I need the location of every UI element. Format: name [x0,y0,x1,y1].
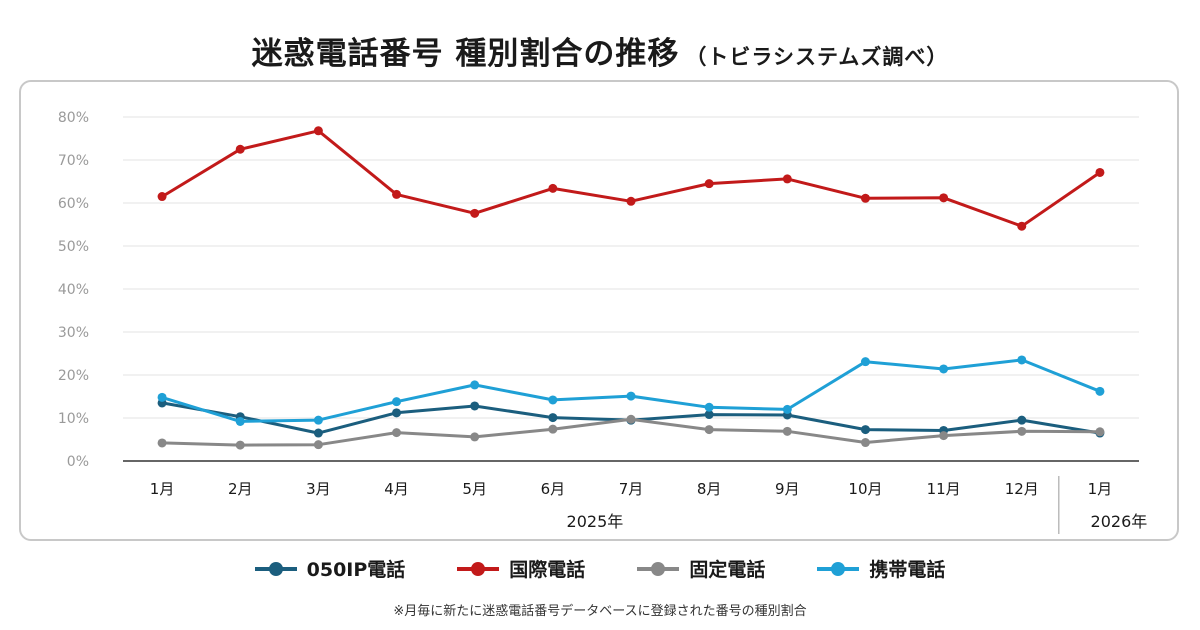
y-tick-label: 70% [58,153,89,169]
data-point [704,425,714,435]
y-tick-label: 60% [58,196,89,212]
data-point [782,426,792,436]
data-point [157,392,167,402]
year-label-2025: 2025年 [567,512,624,531]
legend-label: 固定電話 [689,559,766,581]
data-point [626,391,636,401]
y-tick-label: 0% [67,454,89,470]
data-point [1095,167,1105,177]
data-point [313,415,323,425]
data-point [235,144,245,154]
data-point [860,438,870,448]
data-point [1017,221,1027,231]
legend-swatch [637,561,680,576]
data-point [548,183,558,193]
legend-swatch [817,561,860,576]
data-point [704,179,714,189]
y-tick-label: 50% [58,239,89,255]
legend-label: 050IP電話 [306,559,406,581]
title-main: 迷惑電話番号 種別割合の推移 [251,36,680,72]
data-point [1017,426,1027,436]
legend-item-3: 携帯電話 [817,555,945,582]
y-tick-label: 20% [58,368,89,384]
data-point [470,432,480,442]
x-tick-label: 5月 [462,480,487,498]
data-point [157,438,167,448]
chart-title: 迷惑電話番号 種別割合の推移 （トビラシステムズ調べ） [0,28,1200,73]
y-tick-label: 40% [58,282,89,298]
data-point [782,404,792,414]
x-tick-label: 1月 [150,480,175,498]
legend-label: 携帯電話 [869,559,946,581]
data-point [1095,386,1105,396]
legend-item-0: 050IP電話 [254,555,406,582]
data-point [392,408,402,418]
series-line-1 [161,129,1101,228]
data-point [548,395,558,405]
data-point [313,126,323,136]
data-point [470,208,480,218]
x-tick-label: 3月 [306,480,331,498]
line-chart: 0% 10% 20% 30% 40% 50% 60% 70% 80% 1月 2月 3月 4月 5月 6月 7月… [58,110,1148,534]
data-point [704,410,714,420]
y-tick-label: 30% [58,325,89,341]
x-tick-label: 1月 [1088,480,1113,498]
data-point [392,428,402,438]
footnote: ※月毎に新たに迷惑電話番号データベースに登録された番号の種別割合 [393,604,807,619]
data-point [548,413,558,423]
data-point [470,380,480,390]
data-point [313,428,323,438]
data-point [860,357,870,367]
x-tick-label: 9月 [775,480,800,498]
y-tick-label: 10% [58,411,89,427]
title-source: （トビラシステムズ調べ） [685,45,949,69]
x-tick-label: 12月 [1005,480,1039,498]
data-point [939,193,949,203]
x-tick-label: 10月 [848,480,882,498]
x-tick-label: 7月 [619,480,644,498]
data-point [235,416,245,426]
x-tick-label: 2月 [228,480,253,498]
legend: 050IP電話 国際電話 固定電話 携帯電話 [0,555,1200,582]
data-point [626,414,636,424]
x-tick-label: 8月 [697,480,722,498]
data-point [1017,415,1027,425]
x-tick-label: 11月 [927,480,961,498]
x-tick-label: 6月 [541,480,566,498]
legend-item-1: 国際電話 [457,555,585,582]
data-point [548,424,558,434]
series-line-3 [161,358,1101,423]
legend-swatch [457,561,500,576]
data-point [313,440,323,450]
data-point [392,189,402,199]
data-point [860,193,870,203]
data-point [626,196,636,206]
data-point [860,425,870,435]
data-point [939,364,949,374]
data-point [939,431,949,441]
data-point [782,174,792,184]
y-tick-label: 80% [58,110,89,126]
data-point [157,192,167,202]
data-point [392,397,402,407]
legend-item-2: 固定電話 [637,555,765,582]
data-point [470,401,480,411]
data-point [235,440,245,450]
year-label-2026: 2026年 [1091,512,1148,531]
data-point [1095,427,1105,437]
chart-card: 0% 10% 20% 30% 40% 50% 60% 70% 80% 1月 2月 3月 4月 5月 6月 7月… [19,80,1179,541]
data-point [1017,355,1027,365]
data-point [704,402,714,412]
x-tick-label: 4月 [384,480,409,498]
legend-label: 国際電話 [509,559,586,581]
legend-swatch [254,561,297,576]
